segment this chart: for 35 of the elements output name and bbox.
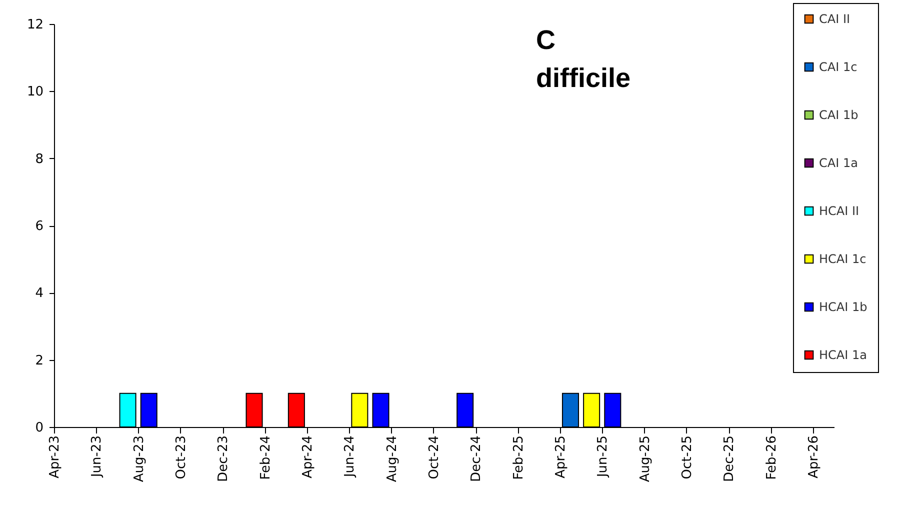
- legend-label: HCAI II: [819, 204, 860, 218]
- x-tick-label: Aug-23: [132, 436, 147, 482]
- x-tick-label: Aug-25: [638, 436, 653, 482]
- legend-label: CAI 1b: [819, 108, 858, 122]
- x-tick-label: Feb-26: [764, 436, 780, 480]
- x-tick-label: Dec-23: [216, 436, 232, 482]
- x-tick-label: Oct-25: [680, 436, 695, 480]
- x-tick-label: Jun-24: [342, 436, 358, 478]
- y-tick-label: 4: [35, 286, 44, 302]
- text: C difficile: [536, 24, 632, 95]
- x-tick-label: Apr-23: [48, 436, 62, 478]
- y-tick-label: 8: [35, 152, 44, 167]
- legend-label: HCAI 1c: [819, 252, 866, 266]
- x-tick-label: Dec-24: [469, 436, 484, 482]
- y-tick-label: 2: [35, 353, 44, 368]
- y-tick-label: 12: [26, 18, 44, 32]
- x-tick-label: Oct-24: [426, 436, 442, 480]
- x-tick-label: Apr-25: [553, 436, 568, 478]
- x-tick-label: Aug-24: [384, 436, 400, 482]
- y-tick-label: 0: [35, 420, 44, 436]
- x-tick-label: Dec-25: [722, 436, 738, 482]
- x-tick-label: Oct-23: [174, 436, 189, 480]
- legend-label: CAI 1a: [819, 156, 858, 170]
- x-tick-label: Feb-25: [511, 436, 526, 480]
- y-tick-label: 10: [26, 84, 44, 100]
- x-tick-label: Jun-25: [596, 436, 611, 478]
- legend-label: CAI 1c: [819, 60, 858, 74]
- x-tick-label: Apr-24: [300, 436, 316, 478]
- x-tick-label: Feb-24: [258, 436, 274, 480]
- legend-label: HCAI 1b: [819, 300, 868, 314]
- legend-label: HCAI 1a: [819, 348, 867, 362]
- y-tick-label: 6: [35, 219, 44, 234]
- x-tick-label: Jun-23: [90, 436, 105, 478]
- legend-label: CAI II: [819, 12, 850, 26]
- x-tick-label: Apr-26: [806, 436, 822, 478]
